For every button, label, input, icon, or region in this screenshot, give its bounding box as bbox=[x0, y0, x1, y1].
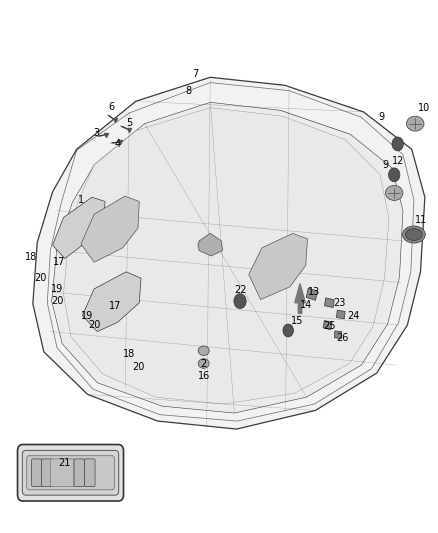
FancyBboxPatch shape bbox=[32, 459, 42, 487]
FancyBboxPatch shape bbox=[85, 459, 95, 487]
Text: 17: 17 bbox=[53, 257, 65, 267]
Bar bbox=[306, 288, 318, 301]
Text: 20: 20 bbox=[51, 296, 63, 306]
Ellipse shape bbox=[385, 185, 403, 200]
Text: 20: 20 bbox=[34, 273, 46, 283]
FancyBboxPatch shape bbox=[27, 456, 114, 490]
Text: 21: 21 bbox=[59, 458, 71, 467]
Text: 19: 19 bbox=[51, 284, 63, 294]
Text: 6: 6 bbox=[109, 102, 115, 111]
Text: 16: 16 bbox=[198, 371, 210, 381]
Text: 8: 8 bbox=[185, 86, 191, 95]
Bar bbox=[323, 320, 332, 330]
Text: 25: 25 bbox=[323, 321, 336, 331]
Text: 10: 10 bbox=[418, 103, 430, 112]
Text: 11: 11 bbox=[415, 215, 427, 224]
Ellipse shape bbox=[198, 346, 209, 356]
FancyBboxPatch shape bbox=[42, 459, 52, 487]
Text: 22: 22 bbox=[234, 286, 246, 295]
Ellipse shape bbox=[406, 229, 422, 240]
Ellipse shape bbox=[403, 226, 425, 243]
Polygon shape bbox=[82, 272, 141, 332]
Polygon shape bbox=[249, 233, 307, 300]
Text: 1: 1 bbox=[78, 195, 84, 205]
Text: 14: 14 bbox=[300, 300, 312, 310]
FancyBboxPatch shape bbox=[74, 459, 85, 487]
Circle shape bbox=[389, 168, 400, 182]
Text: 15: 15 bbox=[291, 316, 303, 326]
Text: 3: 3 bbox=[93, 128, 99, 138]
Text: 5: 5 bbox=[126, 118, 132, 127]
Polygon shape bbox=[81, 196, 139, 262]
Point bbox=[116, 138, 123, 147]
Text: 20: 20 bbox=[88, 320, 100, 330]
Text: 9: 9 bbox=[378, 112, 384, 122]
Circle shape bbox=[283, 324, 293, 337]
FancyBboxPatch shape bbox=[22, 450, 119, 495]
Text: 7: 7 bbox=[192, 69, 198, 78]
Text: 20: 20 bbox=[132, 362, 144, 372]
Polygon shape bbox=[53, 197, 105, 259]
Polygon shape bbox=[64, 108, 389, 404]
Point bbox=[112, 116, 119, 124]
Text: 26: 26 bbox=[336, 334, 349, 343]
Polygon shape bbox=[33, 77, 425, 429]
Polygon shape bbox=[198, 233, 223, 256]
FancyBboxPatch shape bbox=[18, 445, 124, 501]
Circle shape bbox=[392, 137, 403, 151]
Bar bbox=[336, 310, 345, 319]
Point bbox=[125, 125, 132, 134]
Polygon shape bbox=[52, 102, 403, 413]
Circle shape bbox=[234, 294, 246, 309]
Text: 24: 24 bbox=[348, 311, 360, 320]
Text: 12: 12 bbox=[392, 156, 405, 166]
Text: 17: 17 bbox=[109, 302, 121, 311]
Text: 2: 2 bbox=[201, 359, 207, 368]
Text: 9: 9 bbox=[382, 160, 389, 170]
FancyArrow shape bbox=[295, 284, 305, 313]
Text: 19: 19 bbox=[81, 311, 93, 320]
Text: 18: 18 bbox=[25, 252, 38, 262]
Text: 18: 18 bbox=[123, 350, 135, 359]
Text: 23: 23 bbox=[333, 298, 346, 308]
Text: 4: 4 bbox=[114, 139, 120, 149]
Point bbox=[103, 130, 110, 139]
Text: 13: 13 bbox=[308, 287, 321, 297]
Ellipse shape bbox=[198, 359, 209, 368]
FancyBboxPatch shape bbox=[50, 459, 74, 487]
Bar bbox=[334, 331, 342, 338]
Ellipse shape bbox=[406, 116, 424, 131]
Bar bbox=[325, 298, 334, 308]
